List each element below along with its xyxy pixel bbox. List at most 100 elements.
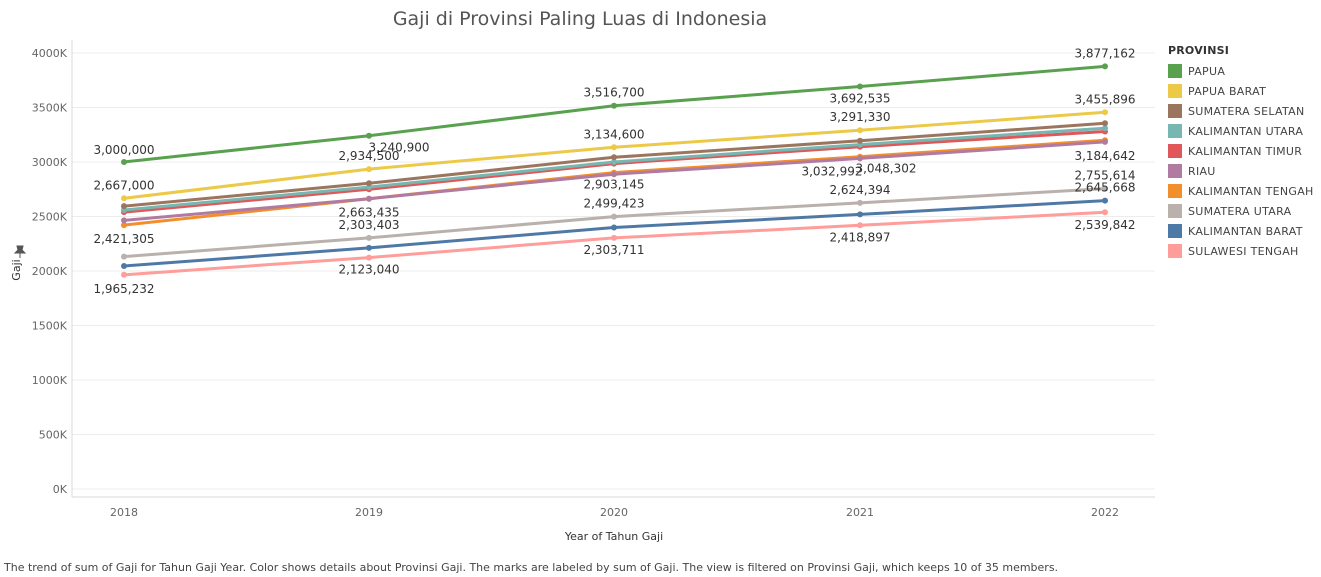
data-label: 3,048,302: [855, 162, 916, 176]
data-point: [1102, 209, 1108, 216]
data-point: [857, 127, 863, 134]
legend-swatch: [1168, 204, 1182, 218]
data-point: [366, 195, 372, 202]
legend-label: KALIMANTAN TENGAH: [1188, 184, 1314, 198]
y-axis-title: Gaji: [10, 259, 23, 280]
data-point: [121, 263, 127, 269]
data-label: 2,645,668: [1074, 181, 1135, 195]
data-label: 3,692,535: [829, 92, 890, 106]
legend-item[interactable]: KALIMANTAN BARAT: [1168, 221, 1318, 241]
data-point: [611, 102, 617, 109]
data-label: 2,624,394: [829, 183, 890, 197]
data-point: [366, 244, 372, 251]
series-points: [121, 63, 1108, 278]
y-tick-label: 0K: [53, 483, 68, 496]
data-point: [366, 254, 372, 261]
data-point: [611, 213, 617, 220]
data-label: 3,877,162: [1074, 46, 1135, 60]
data-labels: 3,000,000 3,240,900 3,516,700 3,692,535 3,87…: [93, 46, 1135, 295]
y-tick-label: 2000K: [32, 265, 68, 278]
x-tick-label: 2018: [110, 506, 138, 519]
data-point: [857, 222, 863, 229]
chart-title: Gaji di Provinsi Paling Luas di Indonesi…: [392, 8, 768, 30]
legend-item[interactable]: RIAU: [1168, 161, 1318, 181]
data-point: [857, 155, 863, 162]
data-label: 2,667,000: [93, 178, 154, 192]
data-label: 2,123,040: [338, 263, 399, 277]
legend-swatch: [1168, 124, 1182, 138]
data-label: 2,539,842: [1074, 218, 1135, 232]
data-point: [1102, 125, 1108, 132]
data-label: 3,032,992: [801, 164, 862, 178]
legend-item[interactable]: SUMATERA UTARA: [1168, 201, 1318, 221]
data-label: 3,000,000: [93, 143, 154, 157]
data-point: [1102, 197, 1108, 204]
legend-item[interactable]: KALIMANTAN TIMUR: [1168, 141, 1318, 161]
data-point: [1102, 120, 1108, 127]
legend-item[interactable]: KALIMANTAN UTARA: [1168, 121, 1318, 141]
legend-label: RIAU: [1188, 164, 1216, 178]
data-point: [857, 211, 863, 218]
data-label: 2,934,500: [338, 149, 399, 163]
data-label: 2,303,403: [338, 218, 399, 232]
legend-item[interactable]: PAPUA BARAT: [1168, 81, 1318, 101]
axes: 0K 500K 1000K 1500K 2000K 2500K 3000K 3500K 4000…: [10, 40, 1155, 543]
y-tick-label: 3000K: [32, 156, 68, 169]
x-axis-title: Year of Tahun Gaji: [564, 530, 663, 543]
data-label: 2,303,711: [583, 243, 644, 257]
y-tick-label: 1500K: [32, 320, 68, 333]
data-label: 2,903,145: [583, 178, 644, 192]
x-tick-label: 2019: [355, 506, 383, 519]
legend-label: KALIMANTAN UTARA: [1188, 124, 1304, 138]
legend-item[interactable]: PAPUA: [1168, 61, 1318, 81]
legend-label: KALIMANTAN BARAT: [1188, 224, 1303, 238]
data-label: 3,455,896: [1074, 92, 1135, 106]
legend-swatch: [1168, 224, 1182, 238]
legend-title: PROVINSI: [1168, 44, 1230, 57]
data-label: 1,965,232: [93, 282, 154, 296]
legend-label: SUMATERA UTARA: [1188, 204, 1292, 218]
legend-swatch: [1168, 144, 1182, 158]
y-tick-label: 1000K: [32, 374, 68, 387]
legend-label: PAPUA: [1188, 64, 1226, 78]
legend-swatch: [1168, 104, 1182, 118]
data-point: [121, 253, 127, 260]
legend-label: SULAWESI TENGAH: [1188, 244, 1299, 258]
y-tick-label: 500K: [39, 429, 68, 442]
y-tick-label: 4000K: [32, 47, 68, 60]
data-point: [366, 234, 372, 241]
data-point: [857, 199, 863, 206]
data-point: [1102, 138, 1108, 145]
data-point: [857, 137, 863, 144]
data-label: 3,291,330: [829, 110, 890, 124]
data-point: [1102, 185, 1108, 192]
data-point: [611, 234, 617, 241]
data-point: [611, 224, 617, 231]
data-label: 2,663,435: [338, 206, 399, 220]
data-label: 2,499,423: [583, 197, 644, 211]
data-label: 3,184,642: [1074, 149, 1135, 163]
legend-swatch: [1168, 84, 1182, 98]
legend-item[interactable]: SUMATERA SELATAN: [1168, 101, 1318, 121]
legend-item[interactable]: KALIMANTAN TENGAH: [1168, 181, 1318, 201]
data-point: [611, 154, 617, 161]
data-point: [121, 271, 127, 278]
data-point: [121, 203, 127, 210]
data-point: [366, 180, 372, 187]
data-point: [121, 217, 127, 224]
legend-label: KALIMANTAN TIMUR: [1188, 144, 1303, 158]
y-tick-label: 2500K: [32, 211, 68, 224]
legend-item[interactable]: SULAWESI TENGAH: [1168, 241, 1318, 261]
x-tick-label: 2021: [846, 506, 874, 519]
data-point: [1102, 63, 1108, 70]
x-tick-label: 2020: [600, 506, 628, 519]
y-tick-label: 3500K: [32, 102, 68, 115]
data-point: [121, 222, 127, 229]
data-point: [857, 83, 863, 90]
legend-label: SUMATERA SELATAN: [1188, 104, 1305, 118]
data-label: 2,418,897: [829, 230, 890, 244]
data-point: [611, 171, 617, 178]
data-label: 3,240,900: [368, 141, 429, 155]
data-label: 2,755,614: [1074, 169, 1135, 183]
gridlines: [72, 52, 1155, 490]
